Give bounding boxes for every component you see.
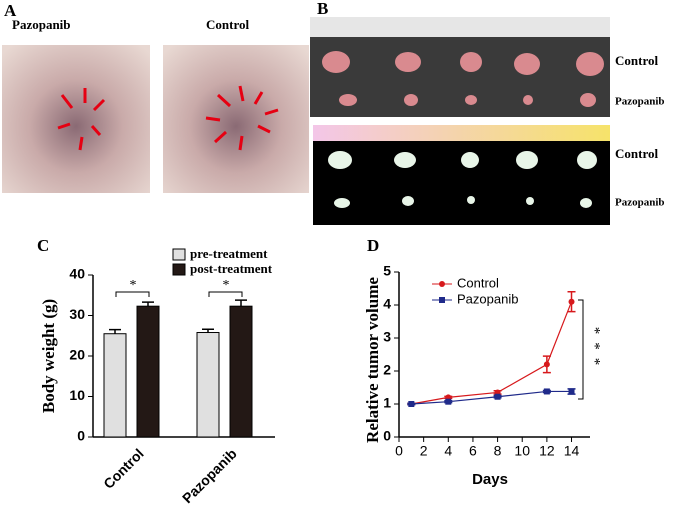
x-tick-label: 12 bbox=[539, 443, 555, 459]
marker bbox=[494, 393, 501, 400]
legend-swatch bbox=[172, 263, 186, 276]
legend-label: pre-treatment bbox=[190, 246, 268, 261]
x-axis-title: Days bbox=[472, 471, 508, 488]
panel-label: C bbox=[37, 236, 49, 255]
error-bar bbox=[235, 299, 247, 307]
ruler bbox=[310, 17, 610, 37]
photo bbox=[2, 45, 150, 193]
photo-label: Pazopanib bbox=[12, 17, 71, 32]
photo bbox=[313, 125, 610, 225]
bar bbox=[136, 305, 160, 438]
legend-label: post-treatment bbox=[190, 261, 273, 276]
photo bbox=[163, 45, 309, 193]
marker bbox=[543, 361, 550, 368]
y-tick-label: 4 bbox=[383, 296, 391, 312]
marker bbox=[568, 298, 575, 305]
row-label: Control bbox=[615, 53, 658, 68]
row-label: Pazopanib bbox=[615, 197, 665, 209]
bar bbox=[103, 333, 127, 438]
panel-label: A bbox=[4, 1, 17, 20]
y-tick-label: 30 bbox=[69, 306, 85, 322]
x-tick-label: 6 bbox=[469, 443, 477, 459]
photo-label: Control bbox=[206, 17, 249, 32]
y-axis-title: Relative tumor volume bbox=[363, 277, 382, 443]
significance: * bbox=[130, 278, 137, 293]
tumors-fluorescent bbox=[328, 151, 597, 208]
y-tick-label: 2 bbox=[383, 362, 391, 378]
x-tick-label: 2 bbox=[420, 443, 428, 459]
marker bbox=[408, 401, 415, 407]
ruler bbox=[313, 125, 610, 141]
marker bbox=[439, 281, 445, 287]
row-label: Pazopanib bbox=[615, 96, 665, 108]
significance: *** bbox=[587, 327, 603, 374]
panel-label: D bbox=[367, 236, 379, 255]
x-tick-label: Control bbox=[100, 445, 147, 492]
tumors bbox=[322, 51, 604, 107]
y-tick-label: 0 bbox=[383, 428, 391, 444]
y-tick-label: 10 bbox=[69, 387, 85, 403]
marker bbox=[543, 388, 550, 395]
bar bbox=[229, 305, 253, 438]
legend-label: Control bbox=[457, 275, 499, 290]
marker bbox=[439, 297, 445, 303]
y-tick-label: 20 bbox=[69, 347, 85, 363]
marker bbox=[568, 388, 575, 395]
y-tick-label: 5 bbox=[383, 263, 391, 279]
y-tick-label: 1 bbox=[383, 395, 391, 411]
error-bar bbox=[142, 301, 154, 307]
marker bbox=[445, 398, 452, 405]
bar bbox=[196, 332, 220, 438]
x-tick-label: 0 bbox=[395, 443, 403, 459]
significance: * bbox=[223, 278, 230, 293]
y-tick-label: 3 bbox=[383, 329, 391, 345]
panel-label: B bbox=[317, 0, 328, 18]
error-bar bbox=[202, 328, 214, 333]
legend-label: Pazopanib bbox=[457, 291, 518, 306]
x-tick-label: Pazopanib bbox=[179, 445, 240, 506]
error-bar bbox=[109, 328, 121, 334]
x-tick-label: 8 bbox=[494, 443, 502, 459]
row-label: Control bbox=[615, 146, 658, 161]
y-axis-title: Body weight (g) bbox=[39, 299, 58, 413]
y-tick-label: 0 bbox=[77, 428, 85, 444]
y-tick-label: 40 bbox=[69, 266, 85, 282]
x-tick-label: 4 bbox=[444, 443, 452, 459]
arrows bbox=[57, 85, 279, 151]
x-tick-label: 14 bbox=[564, 443, 580, 459]
significance-brackets bbox=[115, 291, 584, 400]
x-tick-label: 10 bbox=[514, 443, 530, 459]
legend-swatch bbox=[172, 248, 186, 261]
